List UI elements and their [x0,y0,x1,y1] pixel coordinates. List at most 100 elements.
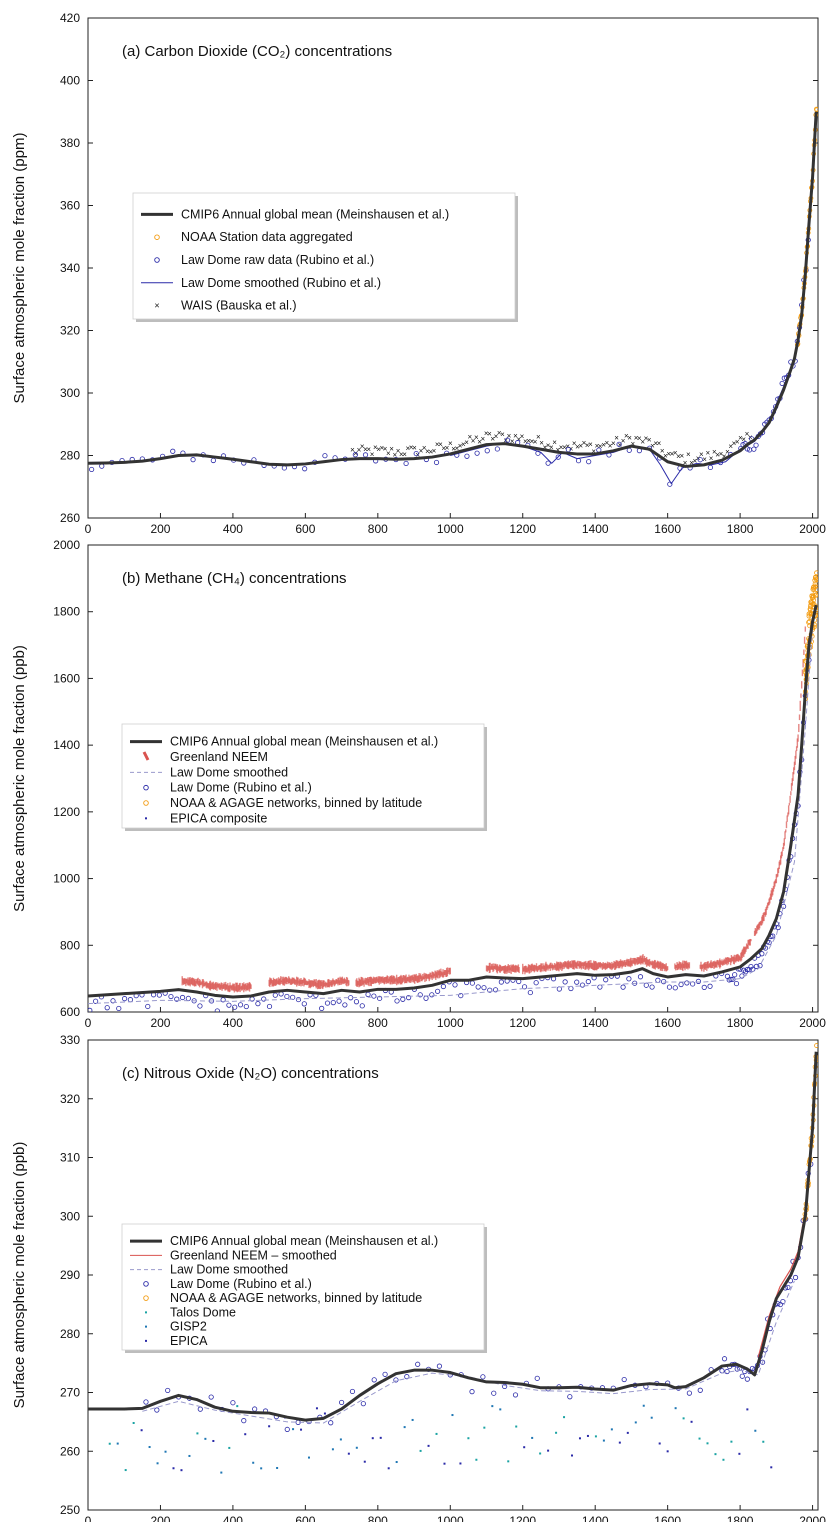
wais-marker: × [484,429,489,438]
wais-marker: × [601,441,606,450]
y-tick-label: 330 [60,1033,80,1047]
law-dome-point [241,1418,247,1424]
ice-core-point [698,1437,701,1440]
wais-marker: × [543,443,548,452]
wais-marker: × [526,436,531,445]
wais-marker: × [406,444,411,453]
wais-marker: × [399,450,404,459]
series-line-1 [88,628,814,1005]
wais-marker: × [494,432,499,441]
wais-marker: × [728,442,733,451]
legend-label: Law Dome raw data (Rubino et al.) [181,253,374,267]
law-dome-raw-point [575,458,582,464]
law-dome-point [295,996,302,1003]
wais-marker: × [715,450,720,459]
law-dome-point [458,992,464,999]
law-dome-point [93,998,99,1004]
law-dome-point [744,966,750,973]
wais-marker: × [523,437,528,446]
wais-marker: × [500,430,505,439]
law-dome-point [197,1003,203,1009]
law-dome-point [336,998,342,1004]
wais-marker: × [712,447,717,456]
law-dome-point [423,995,429,1001]
law-dome-point [585,979,591,985]
wais-marker: × [464,438,469,447]
law-dome-point [686,1390,692,1396]
law-dome-point [792,1274,799,1281]
legend-swatch [143,1295,149,1301]
wais-marker: × [679,452,684,461]
ice-core-point [268,1425,271,1428]
ice-core-point [499,1408,502,1411]
wais-marker: × [709,454,714,463]
law-dome-point [766,939,772,946]
legend-swatch [142,751,150,761]
ice-core-point [116,1442,119,1445]
panel-ch4: 0 200 400 600 800 1000 1200 1400 1600 1800 2000 600… [11,538,826,1030]
law-dome-point [377,995,383,1001]
law-dome-raw-point [626,447,632,453]
ice-core-point [180,1469,183,1472]
law-dome-point [512,1392,519,1398]
law-dome-point [626,976,632,982]
ice-core-point [244,1433,247,1436]
legend-label: CMIP6 Annual global mean (Meinshausen et… [170,1234,438,1248]
law-dome-point [214,1008,220,1012]
x-tick-label: 1800 [727,1514,754,1522]
legend-swatch [143,1281,149,1287]
y-tick-label: 320 [60,324,80,338]
noaa-agage-point [814,1043,818,1048]
ice-core-point [730,1440,733,1443]
series-line-0 [88,1051,818,1422]
law-dome-raw-point [170,448,176,454]
wais-marker: × [529,437,534,446]
ice-core-point [339,1438,342,1441]
law-dome-raw-point [484,448,490,454]
law-dome-raw-point [753,442,759,448]
panel-co2: 0 200 400 600 800 1000 1200 1400 1600 1800 2000 260… [11,11,826,536]
y-tick-label: 1400 [53,738,80,752]
law-dome-raw-point [190,457,196,463]
wais-marker: × [725,447,730,456]
x-tick-label: 1600 [654,1514,681,1522]
legend-label: Law Dome smoothed (Rubino et al.) [181,276,381,290]
law-dome-point [757,963,763,969]
x-tick-label: 1800 [727,522,754,536]
x-tick-label: 1000 [437,1514,464,1522]
law-dome-point [721,1356,728,1362]
wais-marker: × [738,434,743,443]
wais-marker: × [663,452,668,461]
legend-swatch [145,1311,147,1314]
wais-marker: × [631,439,636,448]
y-axis-label: Surface atmospheric mole fraction (ppm) [11,133,28,404]
ice-core-point [411,1418,414,1421]
law-dome-point [338,1399,345,1406]
x-tick-label: 2000 [799,1514,826,1522]
ice-core-point [260,1467,263,1470]
law-dome-point [724,1368,730,1375]
ice-core-point [315,1407,318,1410]
legend: CMIP6 Annual global mean (Meinshausen et… [121,723,487,831]
ice-core-point [188,1454,191,1457]
wais-marker: × [634,434,639,443]
legend: CMIP6 Annual global mean (Meinshausen et… [132,192,518,322]
ice-core-point [674,1407,677,1410]
ice-core-point [571,1454,574,1457]
law-dome-point [469,1389,475,1395]
wais-marker: × [536,433,541,442]
wais-marker: × [422,444,427,453]
legend-swatch [143,800,149,806]
law-dome-raw-point [555,454,561,460]
wais-marker: × [673,448,678,457]
wais-marker: × [621,436,626,445]
law-dome-point [417,992,423,998]
wais-marker: × [363,445,368,454]
legend-swatch [145,1339,147,1342]
law-dome-point [749,1365,756,1372]
y-tick-label: 800 [60,938,80,952]
series-line-0 [88,111,818,468]
x-tick-label: 600 [295,1016,315,1030]
law-dome-point [197,1406,203,1412]
law-dome-point [406,995,412,1001]
